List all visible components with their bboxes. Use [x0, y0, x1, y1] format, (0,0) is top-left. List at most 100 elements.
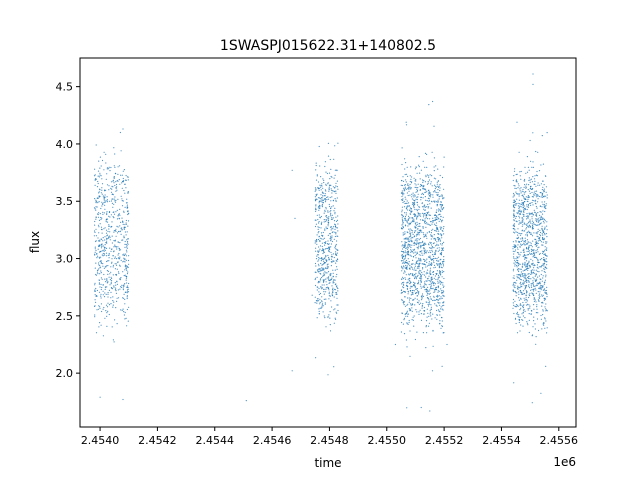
- data-point: [291, 169, 293, 171]
- data-point: [329, 311, 331, 313]
- data-point: [331, 277, 333, 279]
- data-point: [408, 321, 410, 324]
- data-point: [400, 184, 402, 186]
- data-point: [403, 333, 406, 335]
- data-point: [416, 252, 419, 254]
- data-point: [537, 260, 539, 262]
- data-point: [426, 294, 428, 296]
- data-point: [528, 304, 530, 306]
- data-point: [422, 232, 425, 234]
- data-point: [404, 184, 406, 186]
- data-point: [522, 319, 524, 321]
- data-point: [320, 198, 322, 200]
- data-point: [97, 262, 100, 264]
- data-point: [524, 178, 526, 181]
- data-point: [515, 306, 517, 308]
- data-point: [535, 240, 537, 242]
- data-point: [523, 240, 526, 242]
- data-point: [535, 214, 537, 216]
- data-point: [422, 219, 424, 221]
- data-point: [103, 151, 105, 153]
- data-point: [420, 285, 422, 287]
- data-point: [106, 196, 108, 198]
- data-point: [324, 303, 326, 305]
- data-point: [540, 278, 542, 281]
- data-point: [540, 215, 542, 217]
- data-point: [417, 225, 419, 227]
- data-point: [403, 252, 405, 254]
- data-point: [416, 251, 418, 253]
- data-point: [535, 250, 537, 252]
- data-point: [535, 224, 538, 226]
- data-point: [108, 252, 110, 255]
- data-point: [422, 267, 424, 269]
- data-point: [428, 104, 430, 106]
- data-point: [403, 284, 405, 286]
- data-point: [428, 275, 430, 277]
- data-point: [406, 219, 408, 221]
- data-point: [535, 199, 537, 201]
- data-point: [532, 73, 534, 75]
- data-point: [521, 313, 523, 315]
- data-point: [429, 192, 431, 194]
- data-point: [324, 195, 326, 197]
- data-point: [104, 200, 106, 202]
- data-point: [107, 270, 109, 272]
- data-point: [318, 221, 320, 223]
- data-point: [541, 295, 543, 297]
- data-point: [431, 318, 433, 320]
- data-point: [434, 185, 437, 187]
- data-point: [512, 298, 515, 301]
- data-point: [328, 188, 330, 190]
- data-point: [116, 248, 118, 250]
- data-point: [528, 231, 531, 233]
- data-point: [324, 165, 326, 168]
- data-point: [513, 209, 515, 211]
- data-point: [533, 308, 535, 310]
- data-point: [530, 160, 532, 162]
- data-point: [432, 281, 434, 283]
- data-point: [515, 240, 517, 242]
- data-point: [522, 201, 525, 204]
- data-point: [109, 279, 111, 281]
- data-point: [98, 268, 100, 270]
- data-point: [425, 320, 428, 322]
- data-point: [523, 210, 525, 212]
- data-point: [100, 283, 102, 285]
- data-point: [407, 209, 409, 211]
- data-point: [529, 220, 531, 222]
- data-point: [408, 261, 410, 263]
- data-point: [127, 240, 129, 243]
- data-point: [119, 264, 121, 266]
- data-point: [529, 181, 531, 183]
- data-point: [422, 160, 424, 162]
- data-point: [517, 277, 519, 279]
- data-point: [420, 244, 422, 246]
- data-point: [334, 207, 336, 209]
- data-point: [519, 309, 521, 311]
- data-point: [126, 204, 128, 206]
- data-point: [95, 240, 97, 242]
- data-point: [325, 254, 327, 257]
- data-point: [426, 166, 428, 168]
- data-point: [418, 208, 420, 211]
- data-point: [101, 189, 103, 191]
- data-point: [410, 249, 412, 251]
- data-point: [428, 263, 430, 265]
- data-point: [430, 283, 432, 285]
- data-point: [124, 261, 126, 263]
- data-point: [415, 198, 417, 200]
- data-point: [532, 284, 535, 286]
- data-point: [530, 253, 533, 255]
- data-point: [404, 158, 406, 160]
- data-point: [333, 282, 335, 284]
- data-point: [405, 198, 407, 200]
- data-point: [103, 253, 106, 255]
- data-point: [322, 263, 324, 266]
- data-point: [114, 239, 116, 241]
- data-point: [330, 168, 332, 170]
- data-point: [335, 286, 338, 288]
- data-point: [540, 287, 542, 289]
- data-point: [111, 188, 113, 190]
- data-point: [519, 203, 521, 205]
